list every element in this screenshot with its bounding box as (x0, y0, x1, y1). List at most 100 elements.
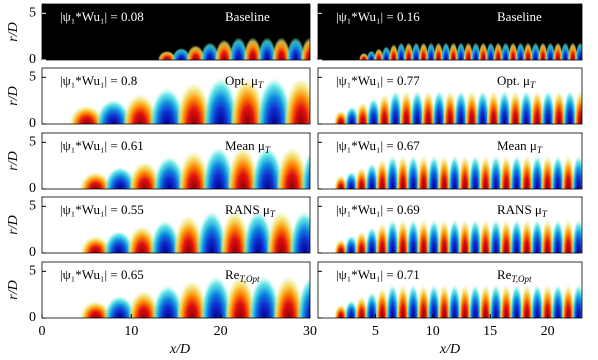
annotation: |ψ₁*Wu₁| = 0.69 (336, 202, 420, 217)
y-label: r/D (6, 151, 21, 170)
y-label: r/D (6, 215, 21, 234)
mode-lobe (202, 147, 235, 189)
mode-lobe (215, 39, 234, 60)
mode-lobe (355, 102, 370, 124)
mode-lobe (427, 219, 441, 253)
panel-frame (317, 196, 583, 254)
mode-lobe (243, 37, 262, 60)
mode-lobe (471, 42, 481, 60)
mode-lobe (552, 90, 567, 124)
mode-lobe (458, 155, 472, 189)
mode-lobe (227, 147, 259, 189)
mode-lobe (553, 42, 563, 60)
mode-lobe (385, 284, 400, 318)
x-label: x/D (439, 342, 460, 357)
annotation: |ψ₁*Wu₁| = 0.77 (336, 73, 420, 88)
mode-lobe (575, 42, 582, 60)
mode-lobe (334, 175, 348, 189)
mode-lobe (249, 276, 280, 318)
mode-lobe (530, 219, 544, 253)
mode-lobe (426, 42, 436, 60)
panel: |ψ₁*Wu₁| = 0.77 Opt. μT (317, 67, 583, 125)
mode-lobe (200, 42, 220, 60)
mode-lobe (150, 220, 181, 253)
mode-lobe (406, 155, 420, 189)
mode-lobe (478, 284, 493, 318)
mode-lobe (540, 155, 555, 189)
mode-lobe (485, 42, 496, 60)
panel-frame (41, 132, 311, 190)
mode-lobe (172, 48, 191, 60)
panel: |ψ₁*Wu₁| = 0.08 Baseline 0 5 r/D (6, 3, 311, 67)
mode-lobe (568, 42, 578, 60)
mode-lobe (499, 284, 513, 318)
mode-lobe (448, 42, 459, 60)
case-sub: T (530, 80, 536, 90)
field (80, 276, 310, 318)
mode-lobe (129, 161, 161, 189)
mode-lobe (251, 147, 284, 189)
mode-lobe (257, 37, 277, 60)
y-tick-label: 0 (29, 245, 36, 260)
mode-lobe (406, 284, 420, 318)
mode-lobe (571, 284, 582, 318)
case-text: Re (225, 267, 240, 282)
case-text: Mean μ (497, 138, 537, 153)
mode-lobe (582, 284, 595, 351)
field (334, 219, 595, 286)
y-tick-label: 5 (29, 135, 36, 150)
x-tick-label: 5 (372, 324, 379, 339)
mode-lobe (359, 52, 369, 60)
mode-lobe (127, 225, 157, 253)
mode-lobe (508, 42, 518, 60)
panel-frame (41, 261, 311, 319)
mode-lobe (530, 90, 545, 124)
mode-lobe (523, 42, 533, 60)
mode-lobe (561, 219, 575, 253)
mode-lobe (582, 219, 595, 286)
mode-lobe (583, 42, 593, 77)
mode-lobe (333, 110, 348, 124)
mode-lobe (416, 155, 431, 189)
case-label: RANS μT (497, 202, 548, 219)
case-label: Baseline (225, 9, 270, 24)
field (359, 42, 593, 77)
mode-lobe (344, 300, 358, 318)
mode-lobe (173, 215, 204, 253)
mode-lobe (475, 90, 490, 124)
mode-lobe (396, 284, 410, 318)
case-label: ReT,Opt (497, 267, 532, 284)
mode-lobe (427, 155, 441, 189)
mode-lobe (427, 284, 441, 318)
case-sub: T (265, 145, 271, 155)
annotation: |ψ₁*Wu₁| = 0.65 (60, 267, 144, 282)
field (333, 90, 582, 124)
mode-lobe (80, 301, 112, 318)
mode-lobe (468, 155, 482, 189)
mode-lobe (411, 42, 421, 60)
mode-lobe (399, 90, 414, 124)
x-tick-label: 15 (483, 324, 497, 339)
case-sub: T (270, 209, 276, 219)
mode-lobe (540, 219, 555, 253)
mode-lobe (432, 90, 447, 124)
mode-lobe (176, 280, 208, 318)
x-label: x/D (169, 342, 190, 357)
mode-lobe (497, 90, 512, 124)
y-tick-label: 5 (29, 199, 36, 214)
x-tick-label: 10 (426, 324, 440, 339)
case-label: Mean μT (225, 138, 271, 155)
case-label: Mean μT (497, 138, 543, 155)
case-label: Opt. μT (497, 73, 536, 90)
mode-lobe (582, 155, 595, 222)
mode-lobe (489, 155, 503, 189)
mode-lobe (478, 219, 493, 253)
y-label: r/D (6, 86, 21, 105)
mode-lobe (456, 42, 466, 60)
panel-frame (41, 196, 311, 254)
mode-lobe (355, 167, 369, 189)
mode-lobe (375, 287, 389, 318)
field (69, 77, 310, 124)
case-sub: T,Opt (511, 274, 532, 284)
